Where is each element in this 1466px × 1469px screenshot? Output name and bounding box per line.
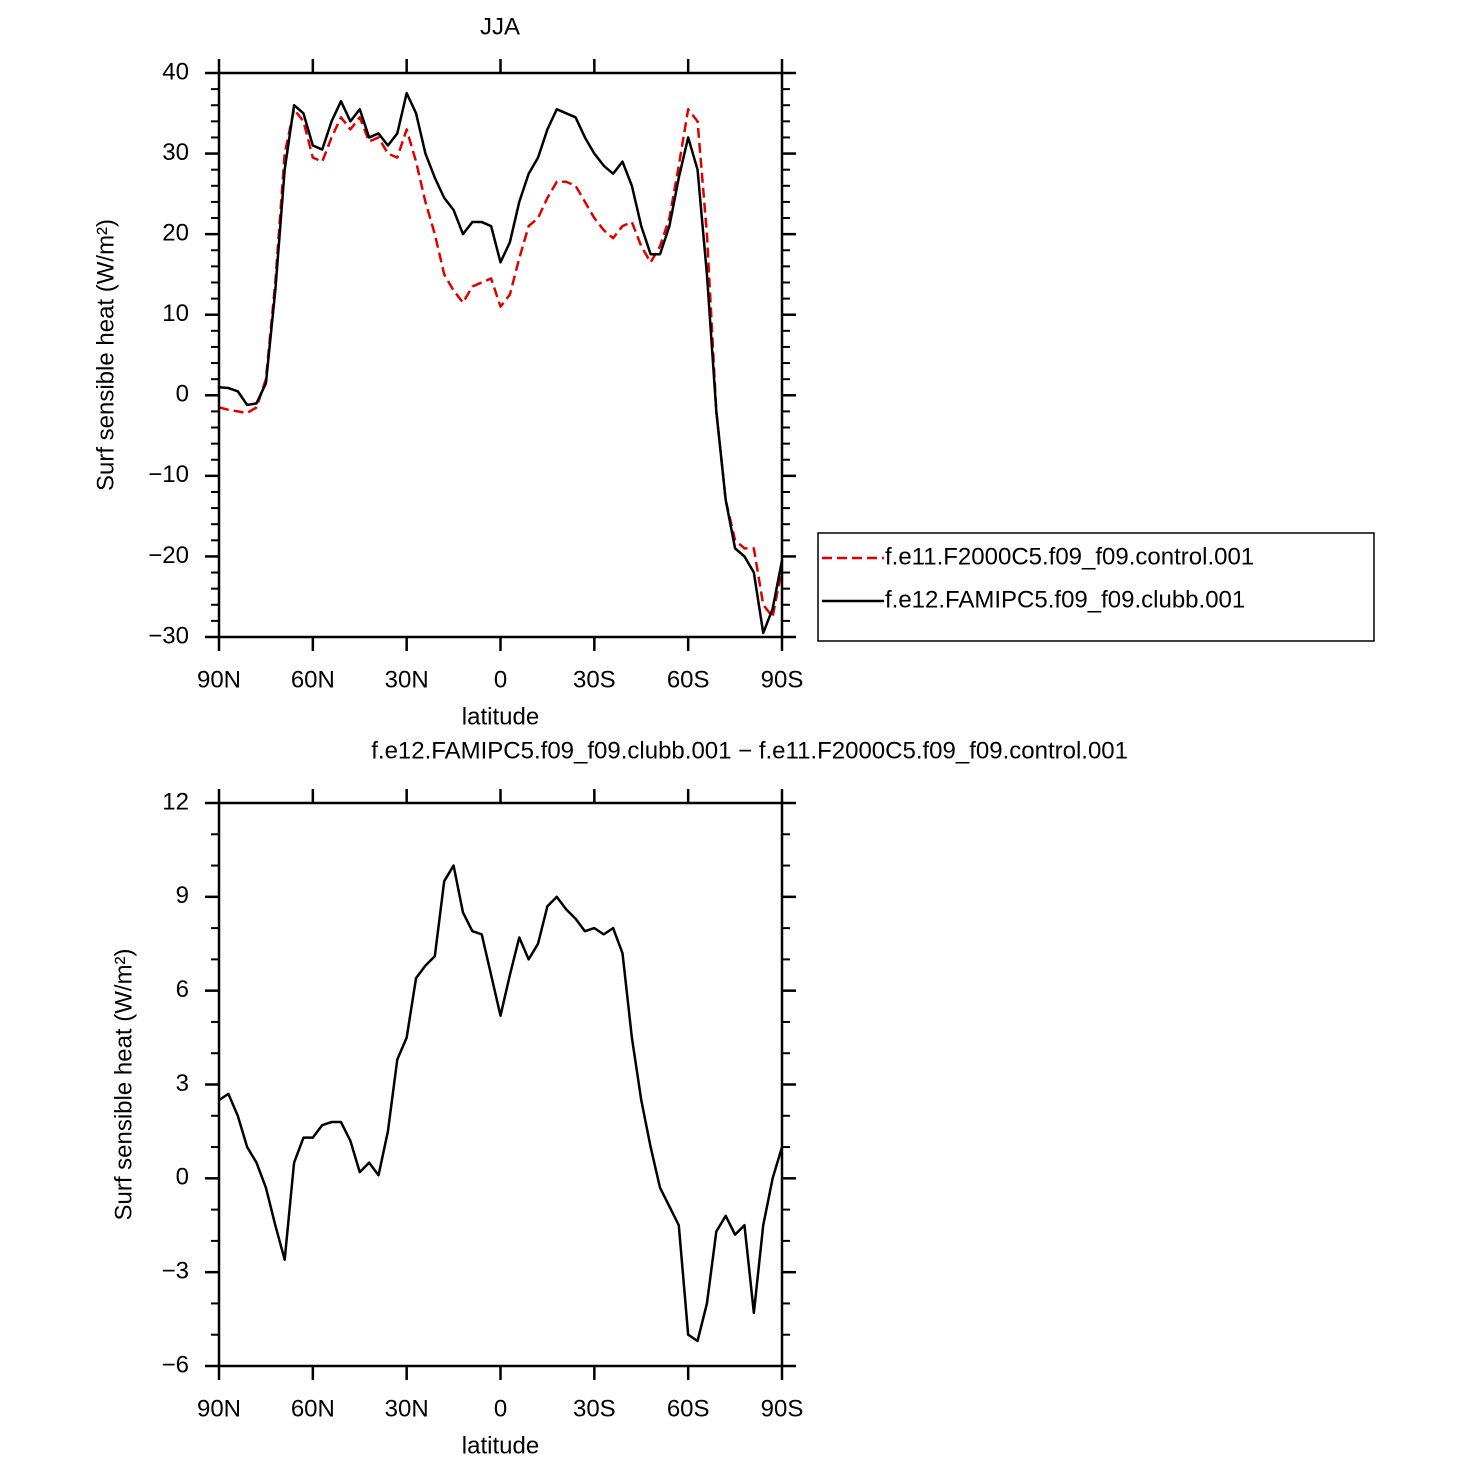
y-axis-label: Surf sensible heat (W/m²) (92, 219, 119, 491)
data-line (218, 91, 784, 635)
y-tick-label: −10 (148, 461, 189, 488)
y-tick-label: 20 (162, 219, 189, 246)
y-tick-label: 9 (176, 882, 189, 909)
legend-box (817, 532, 1375, 642)
x-tick-label: 30N (385, 1395, 429, 1422)
data-line (218, 108, 784, 619)
x-tick-label: 30N (385, 666, 429, 693)
data-line (218, 864, 784, 1343)
legend-label: f.e12.FAMIPC5.f09_f09.clubb.001 (885, 586, 1245, 613)
y-tick-label: −20 (148, 542, 189, 569)
x-tick-label: 0 (494, 1395, 507, 1422)
y-axis-label: Surf sensible heat (W/m²) (110, 948, 137, 1220)
x-tick-label: 90N (197, 666, 241, 693)
x-tick-label: 30S (573, 666, 616, 693)
y-tick-label: 40 (162, 58, 189, 85)
y-tick-label: −3 (162, 1258, 189, 1285)
x-tick-label: 60S (667, 666, 710, 693)
y-tick-label: 0 (176, 381, 189, 408)
x-axis-label: latitude (462, 1432, 539, 1459)
y-tick-label: 3 (176, 1070, 189, 1097)
y-tick-label: −30 (148, 622, 189, 649)
chart-title: f.e12.FAMIPC5.f09_f09.clubb.001 − f.e11.… (371, 737, 1128, 764)
y-tick-label: 10 (162, 300, 189, 327)
x-tick-label: 90S (761, 666, 804, 693)
x-tick-label: 90S (761, 1395, 804, 1422)
y-tick-label: 12 (162, 788, 189, 815)
y-tick-label: 0 (176, 1164, 189, 1191)
x-tick-label: 90N (197, 1395, 241, 1422)
x-tick-label: 0 (494, 666, 507, 693)
x-axis-label: latitude (462, 703, 539, 730)
x-tick-label: 60N (291, 666, 335, 693)
legend-label: f.e11.F2000C5.f09_f09.control.001 (885, 543, 1254, 570)
y-tick-label: −6 (162, 1351, 189, 1378)
x-tick-label: 60N (291, 1395, 335, 1422)
plot-frame (217, 801, 784, 1368)
y-tick-label: 30 (162, 139, 189, 166)
x-tick-label: 30S (573, 1395, 616, 1422)
chart-title: JJA (480, 13, 520, 40)
x-tick-label: 60S (667, 1395, 710, 1422)
y-tick-label: 6 (176, 976, 189, 1003)
plot-frame (217, 71, 784, 639)
